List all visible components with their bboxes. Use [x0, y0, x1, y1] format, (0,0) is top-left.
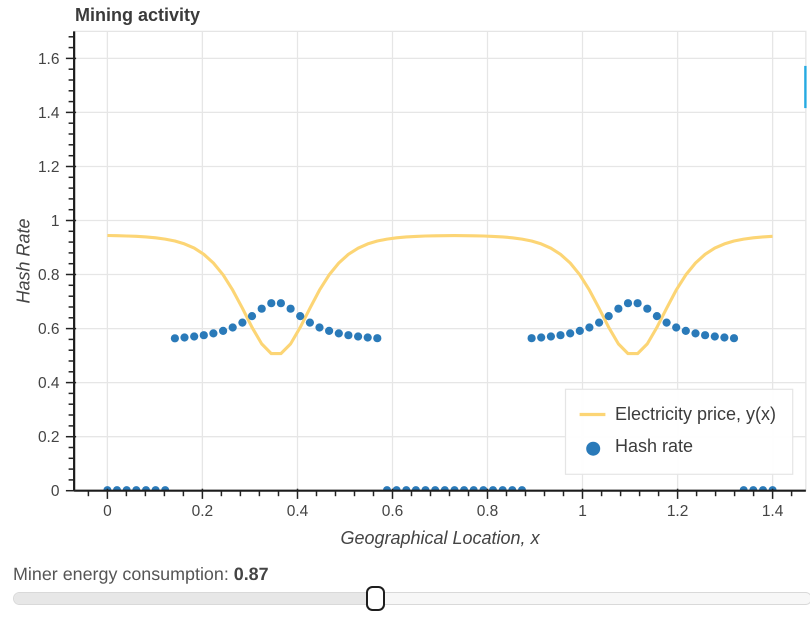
svg-text:Hash Rate: Hash Rate [13, 218, 33, 303]
svg-text:0.4: 0.4 [287, 503, 309, 520]
svg-text:0.6: 0.6 [382, 503, 404, 520]
svg-text:0.8: 0.8 [477, 503, 499, 520]
svg-text:0.8: 0.8 [38, 267, 60, 284]
svg-text:Geographical Location, x: Geographical Location, x [340, 528, 540, 548]
svg-text:Hash rate: Hash rate [615, 436, 693, 456]
svg-text:1.6: 1.6 [38, 51, 60, 68]
svg-text:1.2: 1.2 [38, 159, 60, 176]
svg-text:0.2: 0.2 [192, 503, 214, 520]
svg-text:Mining activity: Mining activity [75, 5, 200, 25]
svg-text:1.4: 1.4 [38, 105, 60, 122]
svg-text:0.4: 0.4 [38, 375, 60, 392]
svg-text:1.2: 1.2 [667, 503, 689, 520]
svg-text:0: 0 [51, 483, 60, 500]
svg-text:1: 1 [51, 213, 60, 230]
svg-text:1: 1 [578, 503, 587, 520]
svg-text:Electricity price, y(x): Electricity price, y(x) [615, 404, 776, 424]
svg-text:0.6: 0.6 [38, 321, 60, 338]
svg-text:0.2: 0.2 [38, 429, 60, 446]
svg-text:1.4: 1.4 [762, 503, 784, 520]
svg-text:0: 0 [103, 503, 112, 520]
